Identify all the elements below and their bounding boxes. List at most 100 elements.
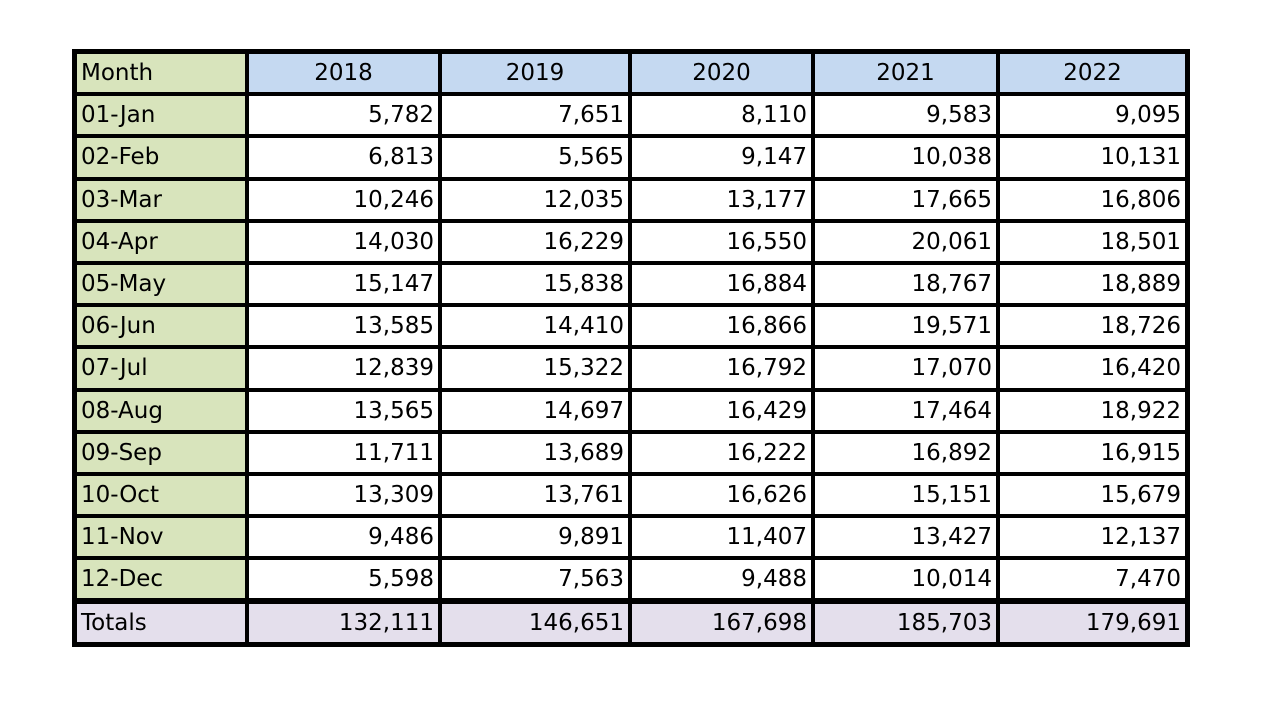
month-cell: 07-Jul <box>77 349 249 391</box>
value-cell: 11,711 <box>249 434 442 476</box>
value-cell: 9,486 <box>249 518 442 560</box>
value-cell: 9,891 <box>442 518 632 560</box>
value-cell: 18,501 <box>1000 223 1185 265</box>
table-row: 03-Mar 10,246 12,035 13,177 17,665 16,806 <box>77 181 1185 223</box>
value-cell: 15,838 <box>442 265 632 307</box>
month-cell: 08-Aug <box>77 392 249 434</box>
header-row: Month 2018 2019 2020 2021 2022 <box>77 54 1185 96</box>
total-value-cell: 185,703 <box>815 602 1000 642</box>
value-cell: 16,550 <box>632 223 815 265</box>
value-cell: 13,585 <box>249 307 442 349</box>
value-cell: 14,697 <box>442 392 632 434</box>
table-row: 01-Jan 5,782 7,651 8,110 9,583 9,095 <box>77 96 1185 138</box>
value-cell: 15,322 <box>442 349 632 391</box>
monthly-totals-table: Month 2018 2019 2020 2021 2022 01-Jan 5,7… <box>77 54 1185 642</box>
year-header-2018: 2018 <box>249 54 442 96</box>
value-cell: 13,565 <box>249 392 442 434</box>
table-row: 09-Sep 11,711 13,689 16,222 16,892 16,915 <box>77 434 1185 476</box>
year-header-2021: 2021 <box>815 54 1000 96</box>
value-cell: 20,061 <box>815 223 1000 265</box>
value-cell: 16,626 <box>632 476 815 518</box>
value-cell: 8,110 <box>632 96 815 138</box>
value-cell: 16,792 <box>632 349 815 391</box>
value-cell: 16,866 <box>632 307 815 349</box>
value-cell: 16,884 <box>632 265 815 307</box>
table-row: 06-Jun 13,585 14,410 16,866 19,571 18,726 <box>77 307 1185 349</box>
value-cell: 12,035 <box>442 181 632 223</box>
month-cell: 11-Nov <box>77 518 249 560</box>
table-row: 11-Nov 9,486 9,891 11,407 13,427 12,137 <box>77 518 1185 560</box>
value-cell: 6,813 <box>249 138 442 180</box>
value-cell: 7,470 <box>1000 560 1185 602</box>
value-cell: 18,922 <box>1000 392 1185 434</box>
month-cell: 05-May <box>77 265 249 307</box>
value-cell: 14,410 <box>442 307 632 349</box>
value-cell: 9,583 <box>815 96 1000 138</box>
value-cell: 15,151 <box>815 476 1000 518</box>
month-cell: 12-Dec <box>77 560 249 602</box>
value-cell: 9,095 <box>1000 96 1185 138</box>
month-cell: 10-Oct <box>77 476 249 518</box>
month-cell: 09-Sep <box>77 434 249 476</box>
value-cell: 18,726 <box>1000 307 1185 349</box>
value-cell: 15,679 <box>1000 476 1185 518</box>
year-header-2020: 2020 <box>632 54 815 96</box>
value-cell: 13,689 <box>442 434 632 476</box>
value-cell: 16,429 <box>632 392 815 434</box>
total-value-cell: 132,111 <box>249 602 442 642</box>
value-cell: 13,427 <box>815 518 1000 560</box>
value-cell: 10,014 <box>815 560 1000 602</box>
totals-label: Totals <box>77 602 249 642</box>
table-row: 10-Oct 13,309 13,761 16,626 15,151 15,679 <box>77 476 1185 518</box>
value-cell: 19,571 <box>815 307 1000 349</box>
value-cell: 16,229 <box>442 223 632 265</box>
value-cell: 18,767 <box>815 265 1000 307</box>
month-column-header: Month <box>77 54 249 96</box>
value-cell: 13,177 <box>632 181 815 223</box>
table-row: 08-Aug 13,565 14,697 16,429 17,464 18,922 <box>77 392 1185 434</box>
total-value-cell: 146,651 <box>442 602 632 642</box>
total-value-cell: 179,691 <box>1000 602 1185 642</box>
value-cell: 10,038 <box>815 138 1000 180</box>
value-cell: 13,761 <box>442 476 632 518</box>
table-row: 05-May 15,147 15,838 16,884 18,767 18,889 <box>77 265 1185 307</box>
table-row: 02-Feb 6,813 5,565 9,147 10,038 10,131 <box>77 138 1185 180</box>
value-cell: 17,665 <box>815 181 1000 223</box>
value-cell: 5,565 <box>442 138 632 180</box>
value-cell: 16,915 <box>1000 434 1185 476</box>
totals-row: Totals 132,111 146,651 167,698 185,703 179,69… <box>77 602 1185 642</box>
year-header-2019: 2019 <box>442 54 632 96</box>
value-cell: 10,246 <box>249 181 442 223</box>
year-header-2022: 2022 <box>1000 54 1185 96</box>
value-cell: 12,137 <box>1000 518 1185 560</box>
month-cell: 01-Jan <box>77 96 249 138</box>
table-row: 04-Apr 14,030 16,229 16,550 20,061 18,501 <box>77 223 1185 265</box>
value-cell: 16,222 <box>632 434 815 476</box>
month-cell: 06-Jun <box>77 307 249 349</box>
value-cell: 14,030 <box>249 223 442 265</box>
value-cell: 7,563 <box>442 560 632 602</box>
value-cell: 7,651 <box>442 96 632 138</box>
value-cell: 10,131 <box>1000 138 1185 180</box>
value-cell: 9,147 <box>632 138 815 180</box>
value-cell: 17,070 <box>815 349 1000 391</box>
value-cell: 18,889 <box>1000 265 1185 307</box>
month-cell: 04-Apr <box>77 223 249 265</box>
value-cell: 9,488 <box>632 560 815 602</box>
value-cell: 17,464 <box>815 392 1000 434</box>
value-cell: 5,598 <box>249 560 442 602</box>
value-cell: 15,147 <box>249 265 442 307</box>
value-cell: 16,420 <box>1000 349 1185 391</box>
value-cell: 16,806 <box>1000 181 1185 223</box>
monthly-totals-table-frame: Month 2018 2019 2020 2021 2022 01-Jan 5,7… <box>72 49 1190 647</box>
total-value-cell: 167,698 <box>632 602 815 642</box>
value-cell: 16,892 <box>815 434 1000 476</box>
month-cell: 02-Feb <box>77 138 249 180</box>
month-cell: 03-Mar <box>77 181 249 223</box>
value-cell: 5,782 <box>249 96 442 138</box>
value-cell: 12,839 <box>249 349 442 391</box>
table-row: 07-Jul 12,839 15,322 16,792 17,070 16,420 <box>77 349 1185 391</box>
value-cell: 11,407 <box>632 518 815 560</box>
value-cell: 13,309 <box>249 476 442 518</box>
table-row: 12-Dec 5,598 7,563 9,488 10,014 7,470 <box>77 560 1185 602</box>
